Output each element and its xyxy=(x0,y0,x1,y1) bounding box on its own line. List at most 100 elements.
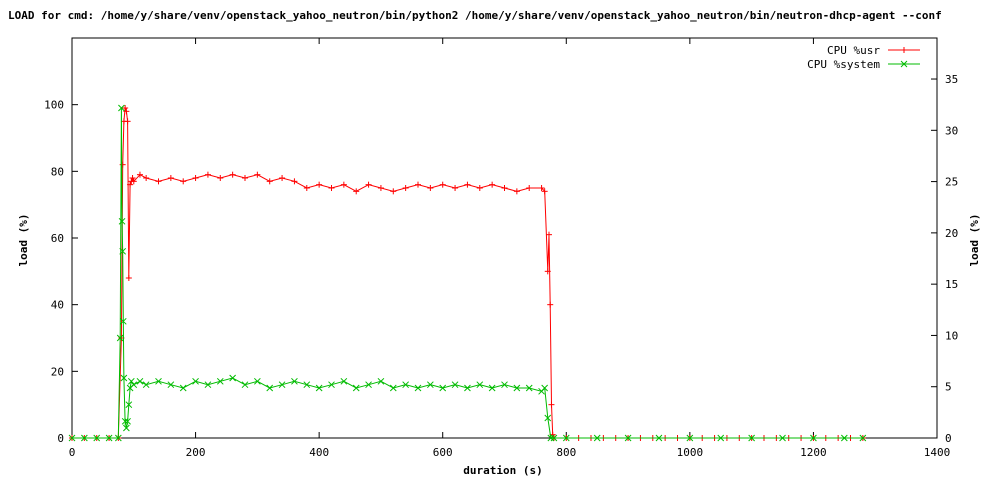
y-tick-label: 80 xyxy=(51,165,64,178)
y2-tick-label: 0 xyxy=(945,432,952,445)
y-axis-label: load (%) xyxy=(17,214,30,267)
data-point xyxy=(717,434,725,442)
data-point xyxy=(562,434,570,442)
data-point xyxy=(303,381,311,389)
data-point xyxy=(192,175,199,181)
data-point xyxy=(365,181,372,188)
data-point xyxy=(328,381,335,389)
data-point xyxy=(143,175,150,181)
data-point xyxy=(119,247,127,255)
data-point xyxy=(464,181,471,188)
chart-title: LOAD for cmd: /home/y/share/venv/opensta… xyxy=(8,9,942,22)
data-point xyxy=(402,185,409,191)
data-point xyxy=(120,374,128,382)
data-point xyxy=(415,181,421,188)
data-point xyxy=(114,434,122,442)
data-point xyxy=(124,417,131,425)
data-point xyxy=(130,381,138,389)
data-point xyxy=(129,175,136,181)
data-point xyxy=(179,384,187,392)
data-point xyxy=(544,268,551,275)
data-point xyxy=(130,178,137,185)
data-point xyxy=(204,381,212,389)
data-point xyxy=(204,171,211,178)
y-tick-label: 20 xyxy=(51,365,64,378)
x-tick-label: 1400 xyxy=(924,446,951,459)
data-point xyxy=(452,185,459,191)
data-point xyxy=(229,171,236,178)
data-point xyxy=(476,185,483,191)
data-point xyxy=(123,108,130,115)
y2-tick-label: 15 xyxy=(945,278,958,291)
data-point xyxy=(68,434,76,442)
data-point xyxy=(123,424,130,432)
data-point xyxy=(526,185,533,191)
data-point xyxy=(121,417,129,425)
data-point xyxy=(291,377,298,385)
data-point xyxy=(167,175,174,181)
data-point xyxy=(550,434,558,442)
data-point xyxy=(279,175,286,181)
y2-tick-label: 35 xyxy=(945,73,958,86)
data-point xyxy=(513,384,521,392)
plot-area: 0 200 400 600 800 1000 1200 1400020406080100051… xyxy=(44,37,958,459)
data-point xyxy=(122,105,129,111)
x-tick-label: 400 xyxy=(309,446,329,459)
data-point xyxy=(278,381,286,389)
y2-axis-label: load (%) xyxy=(968,214,981,267)
data-point xyxy=(439,181,446,188)
data-point xyxy=(155,178,162,185)
data-point xyxy=(124,118,131,125)
data-point xyxy=(501,381,508,389)
data-point xyxy=(142,381,150,389)
data-point xyxy=(119,317,127,325)
data-point xyxy=(464,384,471,392)
data-point xyxy=(544,414,552,422)
data-point xyxy=(593,434,601,442)
plot-frame xyxy=(71,37,938,439)
data-point xyxy=(901,47,907,53)
data-point xyxy=(389,384,397,392)
series-cpu-system xyxy=(68,104,867,442)
data-point xyxy=(316,181,323,188)
data-point xyxy=(541,188,548,195)
data-point xyxy=(266,384,274,392)
data-point xyxy=(624,434,632,442)
data-point xyxy=(414,384,422,392)
data-point xyxy=(241,381,249,389)
data-point xyxy=(513,188,520,195)
data-point xyxy=(136,377,144,385)
series-layer xyxy=(68,104,867,442)
data-point xyxy=(229,374,236,382)
x-tick-label: 1000 xyxy=(677,446,704,459)
data-point xyxy=(377,377,385,385)
x-tick-label: 1200 xyxy=(800,446,827,459)
y-tick-label: 40 xyxy=(51,299,64,312)
data-point xyxy=(155,377,162,385)
data-point xyxy=(545,231,552,238)
data-point xyxy=(125,275,132,281)
data-point xyxy=(340,181,347,188)
data-point xyxy=(779,434,786,442)
data-point xyxy=(328,185,335,191)
data-point xyxy=(93,434,101,442)
x-axis-label: duration (s) xyxy=(463,464,542,477)
data-point xyxy=(192,377,199,385)
x-tick-label: 800 xyxy=(556,446,576,459)
data-point xyxy=(254,171,261,178)
data-point xyxy=(541,384,549,392)
y2-tick-label: 10 xyxy=(945,329,958,342)
y2-tick-label: 25 xyxy=(945,176,958,189)
data-point xyxy=(217,175,224,181)
data-point xyxy=(840,434,848,442)
data-point xyxy=(686,434,694,442)
data-point xyxy=(548,401,555,408)
data-point xyxy=(501,185,508,191)
data-point xyxy=(266,178,273,185)
data-point xyxy=(748,434,755,442)
data-point xyxy=(340,377,348,385)
data-point xyxy=(254,377,261,385)
y-tick-label: 0 xyxy=(57,432,64,445)
